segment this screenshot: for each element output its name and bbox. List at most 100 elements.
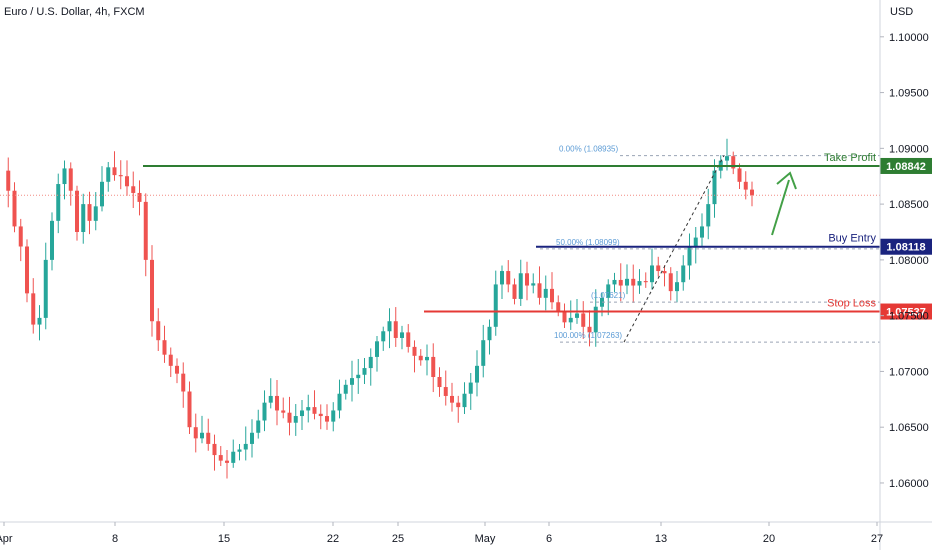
candle-body bbox=[150, 259, 154, 322]
candle-body bbox=[500, 271, 504, 285]
candle-body bbox=[743, 181, 748, 190]
candle-body bbox=[356, 374, 361, 379]
candle-body bbox=[237, 449, 242, 452]
candle-body bbox=[43, 259, 48, 318]
candle-body bbox=[656, 265, 661, 272]
price-tick-label: 1.06000 bbox=[889, 478, 929, 490]
candle-body bbox=[406, 332, 411, 347]
time-tick-label: 6 bbox=[546, 533, 552, 545]
candle-body bbox=[287, 412, 292, 423]
candle-body bbox=[187, 391, 192, 428]
candle-body bbox=[281, 410, 286, 413]
candle-body bbox=[668, 273, 673, 292]
time-tick-label: Apr bbox=[0, 533, 13, 545]
price-tick-label: 1.07500 bbox=[889, 311, 929, 323]
time-tick-label: 20 bbox=[763, 533, 775, 545]
candle-body bbox=[731, 156, 736, 169]
candle-body bbox=[243, 443, 248, 450]
candle-body bbox=[531, 283, 536, 286]
fib-level-label: 50.00% (1.08099) bbox=[556, 238, 620, 247]
candle-body bbox=[368, 356, 373, 369]
candle-body bbox=[643, 281, 648, 283]
buy_entry-label: Buy Entry bbox=[828, 233, 876, 245]
candle-body bbox=[25, 246, 29, 294]
stop_loss-badge bbox=[880, 303, 932, 320]
price-tick-label: 1.08500 bbox=[889, 199, 929, 211]
candle-body bbox=[87, 204, 92, 221]
time-tick-label: 25 bbox=[392, 533, 404, 545]
direction-arrow-shaft bbox=[771, 179, 790, 236]
take_profit-label: Take Profit bbox=[824, 152, 876, 164]
candle-body bbox=[93, 206, 98, 221]
candle-body bbox=[375, 341, 379, 357]
candle-body bbox=[318, 413, 323, 417]
candle-body bbox=[218, 455, 223, 461]
candle-body bbox=[6, 170, 11, 191]
candle-body bbox=[593, 306, 598, 333]
candle-body bbox=[712, 170, 717, 205]
candle-body bbox=[512, 284, 517, 299]
candle-body bbox=[125, 176, 129, 187]
candle-body bbox=[312, 407, 317, 414]
candle-body bbox=[112, 167, 117, 176]
candle-body bbox=[68, 168, 73, 191]
candle-body bbox=[437, 377, 442, 388]
candle-body bbox=[387, 321, 392, 332]
candle-body bbox=[350, 378, 354, 385]
candle-body bbox=[62, 168, 67, 185]
candle-body bbox=[568, 317, 573, 323]
candle-body bbox=[725, 156, 729, 161]
candle-body bbox=[706, 204, 711, 227]
candle-body bbox=[175, 365, 179, 374]
candle-body bbox=[400, 332, 404, 338]
candle-body bbox=[525, 273, 529, 286]
fib-level-label: 100.00% (1.07263) bbox=[554, 331, 622, 340]
candle-body bbox=[362, 368, 367, 375]
candle-body bbox=[212, 443, 217, 456]
time-tick-label: 15 bbox=[218, 533, 230, 545]
candle-body bbox=[106, 167, 111, 182]
candle-body bbox=[700, 226, 704, 238]
candle-body bbox=[168, 354, 173, 366]
time-tick-label: 22 bbox=[327, 533, 339, 545]
candle-body bbox=[425, 356, 429, 361]
candle-body bbox=[275, 395, 279, 411]
candle-body bbox=[131, 186, 136, 193]
candle-body bbox=[118, 175, 123, 177]
candle-body bbox=[393, 321, 398, 338]
candle-body bbox=[300, 410, 304, 417]
candle-body bbox=[206, 432, 211, 444]
take_profit-badge-value: 1.08842 bbox=[886, 161, 926, 173]
candle-body bbox=[343, 384, 348, 394]
candle-body bbox=[250, 432, 254, 444]
candle-body bbox=[100, 181, 104, 207]
fib-level-label: 0.00% (1.08935) bbox=[559, 145, 618, 154]
time-tick-label: 8 bbox=[112, 533, 118, 545]
candle-body bbox=[31, 293, 36, 325]
candle-body bbox=[556, 302, 561, 312]
candle-body bbox=[550, 288, 554, 303]
candle-body bbox=[475, 365, 479, 383]
candle-body bbox=[412, 346, 417, 356]
buy_entry-badge-value: 1.08118 bbox=[886, 242, 925, 254]
fib-trend-line bbox=[623, 155, 725, 343]
candle-body bbox=[737, 168, 742, 182]
candle-body bbox=[750, 189, 754, 196]
price-tick-label: 1.10000 bbox=[889, 32, 929, 44]
stop_loss-label: Stop Loss bbox=[827, 298, 876, 310]
candle-body bbox=[537, 283, 542, 298]
candle-body bbox=[650, 265, 654, 283]
candle-body bbox=[231, 451, 236, 463]
price-levels: 0.00% (1.08935) 50.00% (1.08099) (1.07621)… bbox=[0, 145, 932, 343]
candle-body bbox=[587, 326, 592, 333]
price-tick-label: 1.06500 bbox=[889, 422, 929, 434]
candle-body bbox=[562, 311, 567, 323]
candle-body bbox=[687, 246, 692, 266]
candle-body bbox=[543, 288, 548, 298]
candle-body bbox=[56, 184, 61, 221]
time-tick-label: 13 bbox=[655, 533, 667, 545]
stop_loss-badge-value: 1.07537 bbox=[886, 307, 926, 319]
